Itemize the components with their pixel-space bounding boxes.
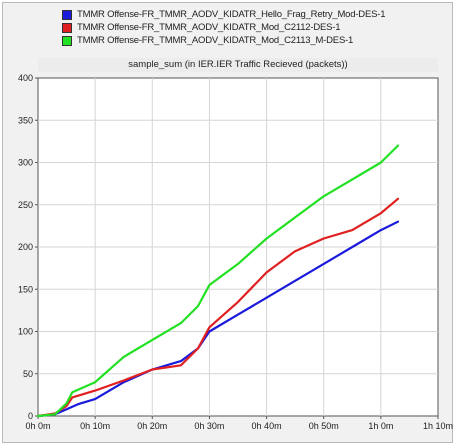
legend-label: TMMR Offense-FR_TMMR_AODV_KIDATR_Mod_C21… [77, 22, 341, 33]
y-tick-label: 50 [23, 369, 33, 379]
legend-swatch [62, 9, 72, 20]
y-tick-label: 0 [28, 411, 33, 421]
x-tick-label: 0h 40m [252, 421, 282, 431]
x-tick-label: 0h 50m [309, 421, 339, 431]
y-tick-label: 300 [18, 158, 33, 168]
y-tick-label: 400 [18, 73, 33, 83]
legend-item: TMMR Offense-FR_TMMR_AODV_KIDATR_Hello_F… [62, 8, 452, 21]
chart-title: sample_sum (in IER.IER Traffic Recieved … [38, 58, 438, 72]
legend-swatch [62, 35, 72, 46]
chart-legend: TMMR Offense-FR_TMMR_AODV_KIDATR_Hello_F… [62, 8, 452, 47]
legend-label: TMMR Offense-FR_TMMR_AODV_KIDATR_Mod_C21… [77, 35, 354, 46]
y-tick-label: 100 [18, 327, 33, 337]
legend-item: TMMR Offense-FR_TMMR_AODV_KIDATR_Mod_C21… [62, 34, 452, 47]
series-line-3 [36, 144, 400, 418]
y-tick-label: 150 [18, 284, 33, 294]
x-tick-label: 1h 10m [423, 421, 453, 431]
legend-swatch [62, 22, 72, 33]
series-line-2 [36, 197, 400, 418]
legend-item: TMMR Offense-FR_TMMR_AODV_KIDATR_Mod_C21… [62, 21, 452, 34]
legend-label: TMMR Offense-FR_TMMR_AODV_KIDATR_Hello_F… [77, 9, 386, 20]
y-tick-label: 250 [18, 200, 33, 210]
y-tick-label: 200 [18, 242, 33, 252]
x-tick-label: 0h 10m [80, 421, 110, 431]
y-tick-label: 350 [18, 115, 33, 125]
x-tick-label: 0h 30m [194, 421, 224, 431]
x-tick-label: 0h 20m [137, 421, 167, 431]
x-tick-label: 0h 0m [25, 421, 50, 431]
x-tick-label: 1h 0m [368, 421, 393, 431]
